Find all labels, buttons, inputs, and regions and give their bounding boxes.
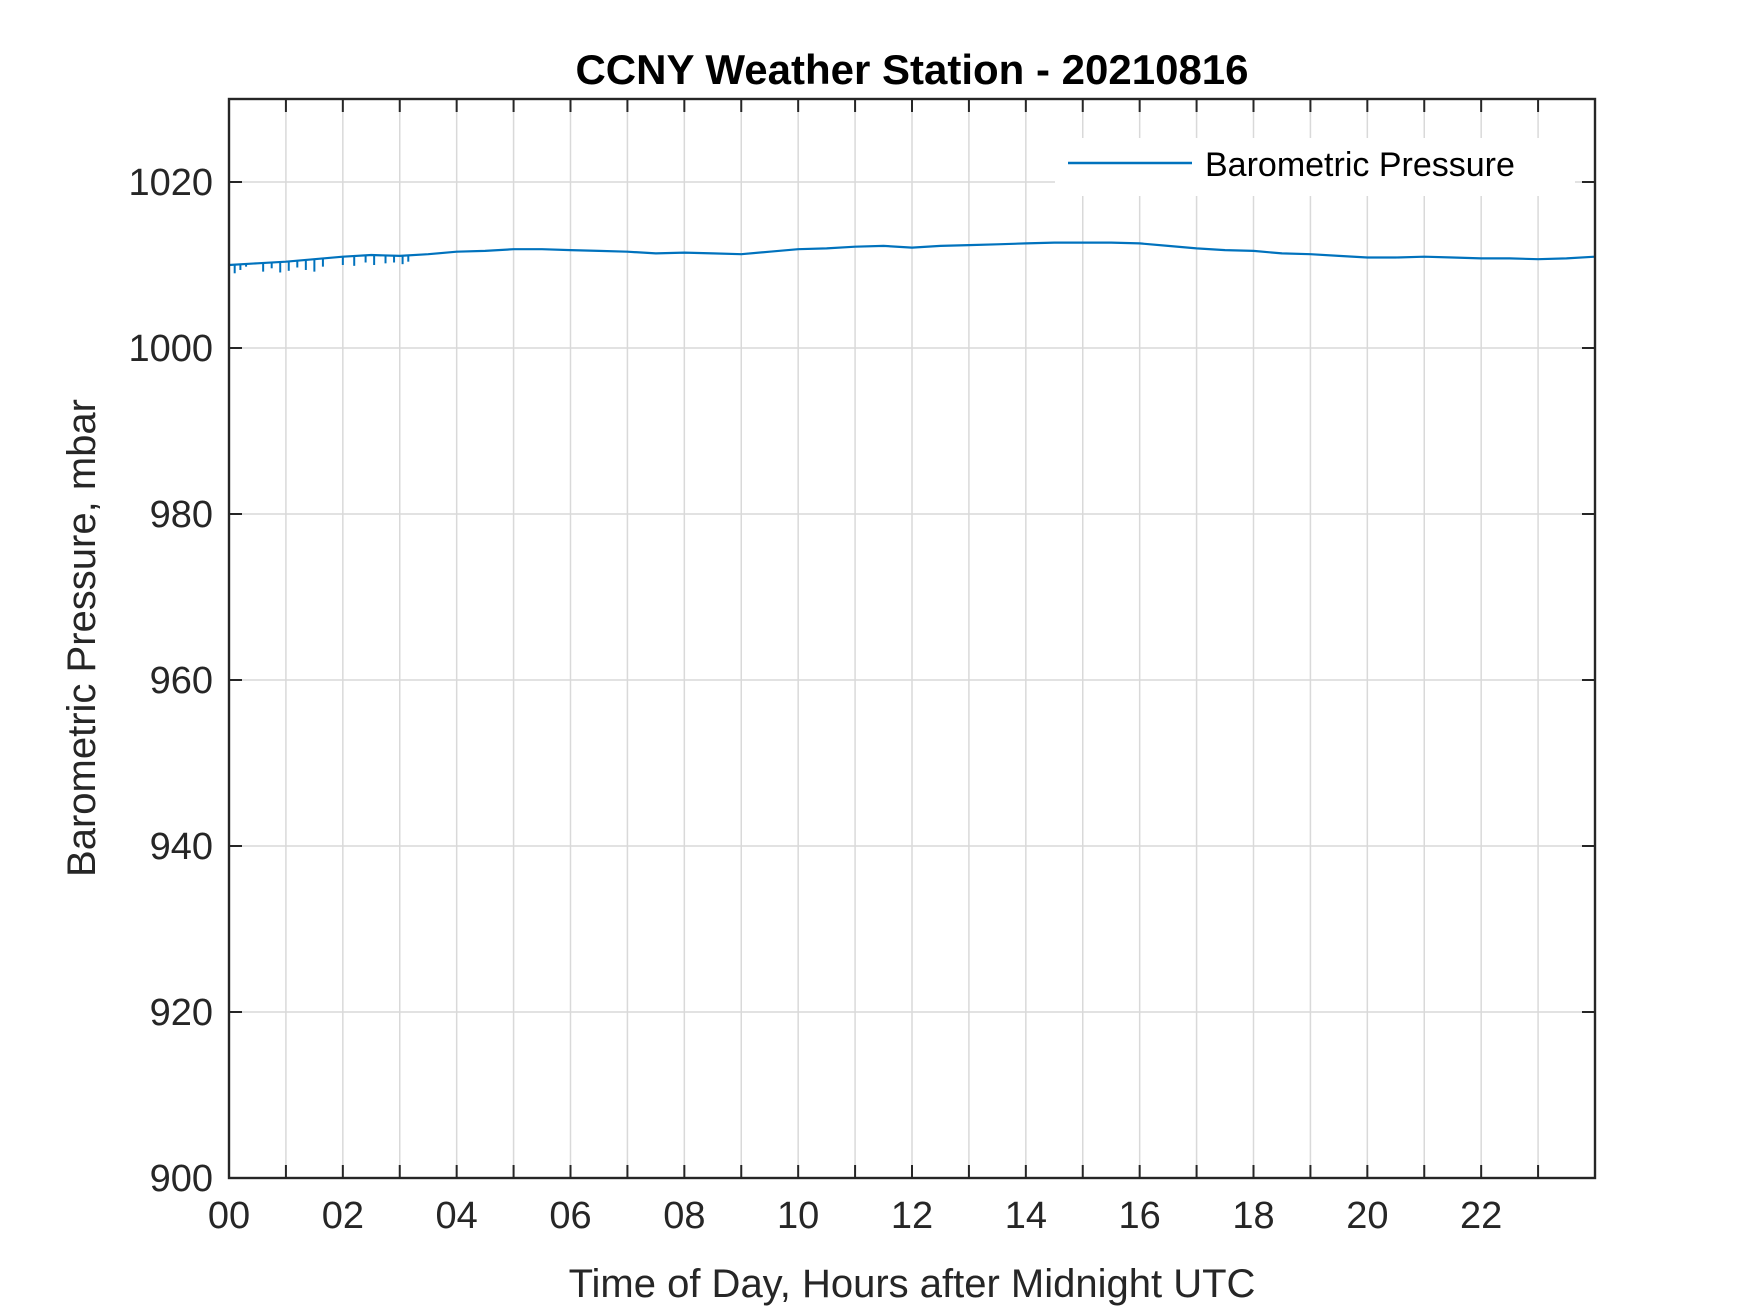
legend: Barometric Pressure	[1055, 138, 1575, 196]
x-tick-label: 22	[1460, 1195, 1502, 1237]
series-line-barometric-pressure	[228, 241, 1596, 267]
x-tick-label: 08	[663, 1195, 705, 1237]
legend-label: Barometric Pressure	[1205, 146, 1515, 184]
grid-layer	[229, 99, 1595, 1179]
y-axis-label: Barometric Pressure, mbar	[60, 399, 104, 877]
chart-title: CCNY Weather Station - 20210816	[575, 46, 1248, 93]
x-tick-label: 10	[777, 1195, 819, 1237]
y-tick-label: 900	[150, 1158, 213, 1200]
x-tick-label: 12	[891, 1195, 933, 1237]
x-tick-label: 02	[322, 1195, 364, 1237]
legend-box	[1055, 138, 1575, 196]
x-tick-label: 06	[549, 1195, 591, 1237]
y-tick-label: 940	[150, 826, 213, 868]
series-layer	[228, 241, 1596, 274]
y-tick-label: 1000	[128, 328, 213, 370]
x-tick-label: 00	[208, 1195, 250, 1237]
x-tick-label: 16	[1119, 1195, 1161, 1237]
axes-box	[227, 97, 1597, 1180]
y-tick-label: 920	[150, 992, 213, 1034]
x-tick-label: 18	[1232, 1195, 1274, 1237]
x-axis-label: Time of Day, Hours after Midnight UTC	[569, 1262, 1256, 1306]
x-tick-label: 04	[436, 1195, 478, 1237]
tick-label-layer: 00 02 04 06 08 10 12 14 16 18 20 22 900 920 940 960 980 1…	[128, 162, 1502, 1237]
x-tick-label: 20	[1346, 1195, 1388, 1237]
y-tick-label: 980	[150, 494, 213, 536]
y-tick-label: 1020	[128, 162, 213, 204]
x-tick-label: 14	[1005, 1195, 1047, 1237]
y-tick-label: 960	[150, 660, 213, 702]
